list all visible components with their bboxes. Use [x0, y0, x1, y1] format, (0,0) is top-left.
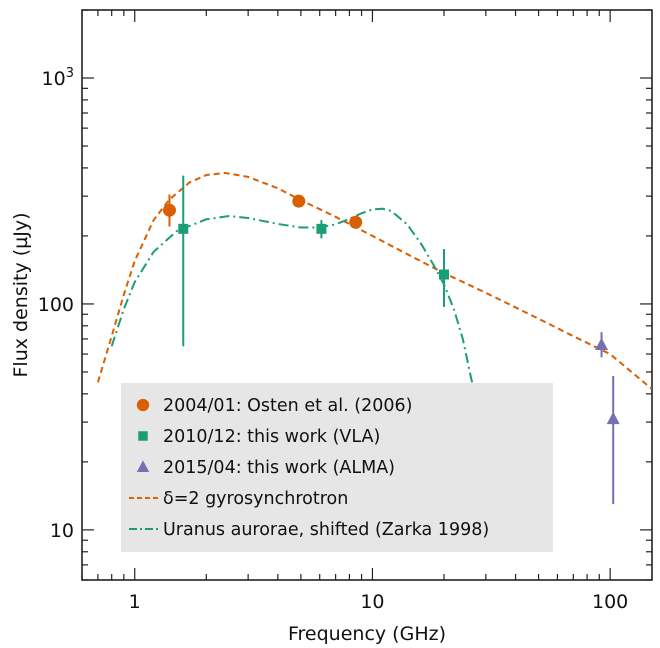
y-tick-label-exponent: 3 [66, 66, 74, 81]
legend-marker-square [138, 431, 148, 441]
legend-label: 2004/01: Osten et al. (2006) [163, 396, 412, 416]
legend-marker-triangle [136, 460, 150, 472]
series-line-1 [110, 207, 476, 395]
y-tick-label: 100 [38, 294, 74, 316]
y-tick-label: 10 [50, 520, 74, 542]
legend-marker-circle [136, 398, 150, 412]
data-point-square [178, 223, 189, 234]
data-point-circle [162, 203, 176, 217]
x-axis-title: Frequency (GHz) [288, 623, 446, 645]
x-tick-label: 100 [592, 591, 628, 613]
y-axis-title: Flux density (µJy) [10, 213, 32, 378]
data-point-circle [292, 194, 306, 208]
data-point-square [438, 269, 449, 280]
y-tick-label: 103 [42, 66, 74, 90]
data-point-circle [349, 215, 363, 229]
legend-label: δ=2 gyrosynchrotron [163, 489, 348, 509]
series-line-0 [96, 171, 652, 390]
legend-label: 2010/12: this work (VLA) [163, 427, 380, 447]
tick-labels: 1 10 100 10 100 103 [38, 66, 629, 613]
legend-box [121, 383, 553, 552]
legend-label: 2015/04: this work (ALMA) [163, 458, 395, 478]
data-point-triangle [606, 411, 620, 425]
plot-frame [81, 9, 653, 581]
data-point-triangle [595, 337, 609, 350]
x-tick-label: 10 [360, 591, 384, 613]
legend-label: Uranus aurorae, shifted (Zarka 1998) [163, 520, 489, 540]
x-tick-label: 1 [129, 591, 141, 613]
legend: 2004/01: Osten et al. (2006) 2010/12: thi… [121, 383, 553, 552]
series-layer [96, 171, 652, 505]
data-point-square [316, 223, 327, 234]
tick-marks [81, 9, 652, 581]
